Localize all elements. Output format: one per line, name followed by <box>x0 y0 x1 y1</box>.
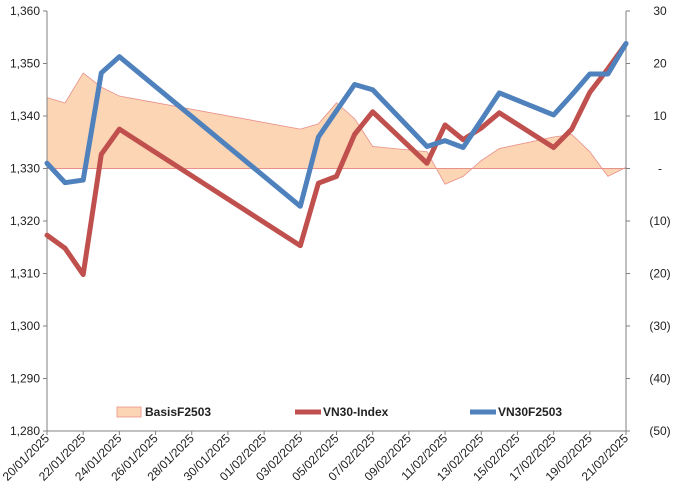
left-axis-tick-label: 1,280 <box>10 424 40 438</box>
right-axis-tick-label: (40) <box>649 372 670 386</box>
right-axis-tick-label: (50) <box>649 424 670 438</box>
legend: BasisF2503 VN30-Index VN30F2503 <box>116 405 562 419</box>
right-axis-tick-label: - <box>658 162 662 176</box>
right-axis-tick-label: (30) <box>649 319 670 333</box>
series-lines <box>44 41 629 278</box>
left-axis-tick-label: 1,300 <box>10 319 40 333</box>
left-axis-tick-label: 1,330 <box>10 162 40 176</box>
legend-label-basisf2503: BasisF2503 <box>145 405 211 419</box>
basis-area-layer <box>46 72 627 185</box>
legend-swatch-basisf2503 <box>116 406 142 418</box>
left-axis-tick-label: 1,360 <box>10 4 40 18</box>
series-line-vn30-index <box>44 41 629 278</box>
left-axis-tick-label: 1,340 <box>10 109 40 123</box>
left-axis-tick-label: 1,320 <box>10 214 40 228</box>
right-axis-tick-label: 20 <box>653 57 667 71</box>
left-axis-tick-label: 1,350 <box>10 57 40 71</box>
axes <box>43 10 630 435</box>
right-axis-tick-label: 30 <box>653 4 667 18</box>
right-axis-tick-label: (10) <box>649 214 670 228</box>
legend-label-vn30-index: VN30-Index <box>323 405 389 419</box>
basis-area <box>46 72 627 185</box>
right-axis-tick-label: 10 <box>653 109 667 123</box>
left-axis-tick-label: 1,290 <box>10 372 40 386</box>
right-axis-tick-label: (20) <box>649 267 670 281</box>
series-line-vn30f2503 <box>44 41 629 209</box>
legend-label-vn30f2503: VN30F2503 <box>498 405 562 419</box>
left-axis-tick-label: 1,310 <box>10 267 40 281</box>
